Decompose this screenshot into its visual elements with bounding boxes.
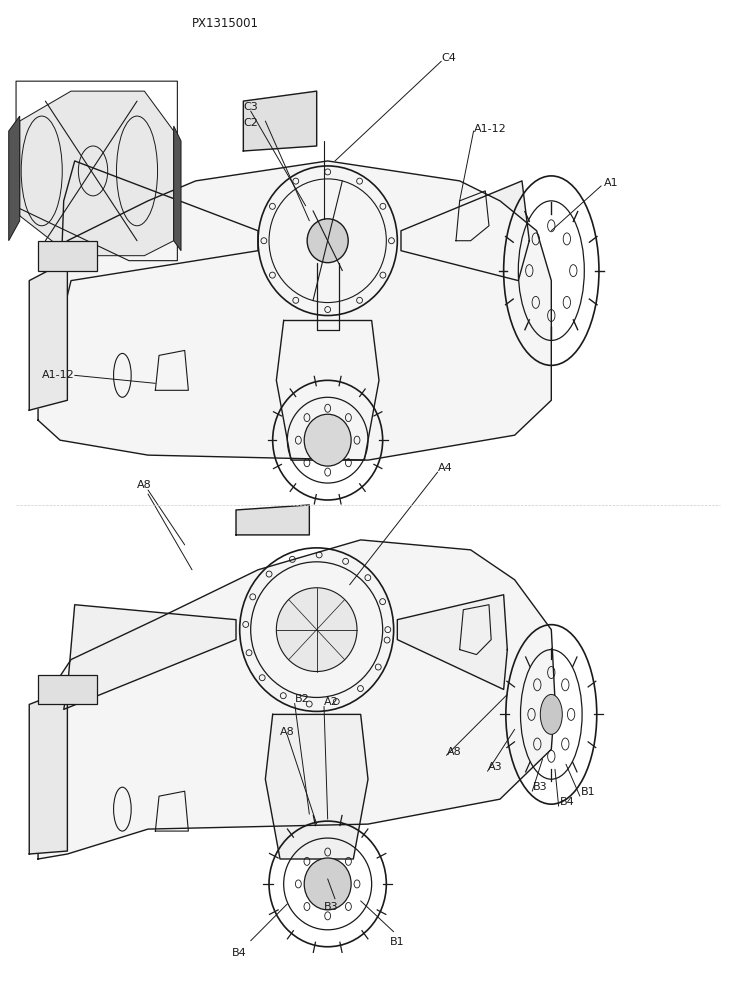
Ellipse shape — [540, 694, 562, 734]
Ellipse shape — [307, 219, 348, 263]
Polygon shape — [20, 91, 174, 256]
FancyBboxPatch shape — [38, 675, 96, 704]
Ellipse shape — [276, 588, 357, 672]
Text: A1: A1 — [604, 178, 619, 188]
Polygon shape — [60, 161, 258, 311]
Text: C2: C2 — [244, 118, 258, 128]
Polygon shape — [38, 161, 551, 460]
Text: B3: B3 — [533, 782, 548, 792]
Polygon shape — [401, 181, 529, 281]
Text: A1-12: A1-12 — [42, 370, 74, 380]
Text: A8: A8 — [447, 747, 462, 757]
Ellipse shape — [304, 858, 351, 910]
Polygon shape — [266, 714, 368, 859]
Text: A8: A8 — [137, 480, 152, 490]
Text: C4: C4 — [442, 53, 456, 63]
Polygon shape — [276, 320, 379, 460]
Polygon shape — [29, 261, 68, 410]
Polygon shape — [174, 126, 181, 251]
Text: B4: B4 — [560, 797, 575, 807]
Text: A4: A4 — [438, 463, 453, 473]
Polygon shape — [29, 689, 68, 854]
Text: B3: B3 — [324, 902, 339, 912]
Polygon shape — [64, 605, 236, 709]
Polygon shape — [9, 116, 20, 241]
Text: A2: A2 — [324, 697, 339, 707]
Text: A8: A8 — [280, 727, 294, 737]
Text: PX1315001: PX1315001 — [191, 17, 258, 30]
Text: C3: C3 — [244, 102, 258, 112]
Ellipse shape — [304, 414, 351, 466]
Text: A3: A3 — [487, 762, 502, 772]
Text: B2: B2 — [294, 694, 309, 704]
Text: A1-12: A1-12 — [474, 124, 507, 134]
Polygon shape — [38, 540, 555, 859]
Polygon shape — [397, 595, 507, 689]
FancyBboxPatch shape — [38, 241, 96, 271]
Text: B1: B1 — [390, 937, 405, 947]
Text: B4: B4 — [233, 948, 247, 958]
Polygon shape — [236, 505, 309, 535]
Polygon shape — [244, 91, 316, 151]
Text: B1: B1 — [581, 787, 595, 797]
